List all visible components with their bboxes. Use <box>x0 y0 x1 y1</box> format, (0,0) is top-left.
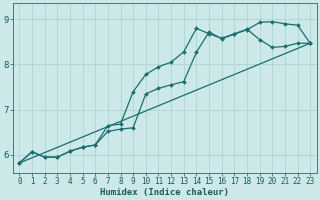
X-axis label: Humidex (Indice chaleur): Humidex (Indice chaleur) <box>100 188 229 197</box>
